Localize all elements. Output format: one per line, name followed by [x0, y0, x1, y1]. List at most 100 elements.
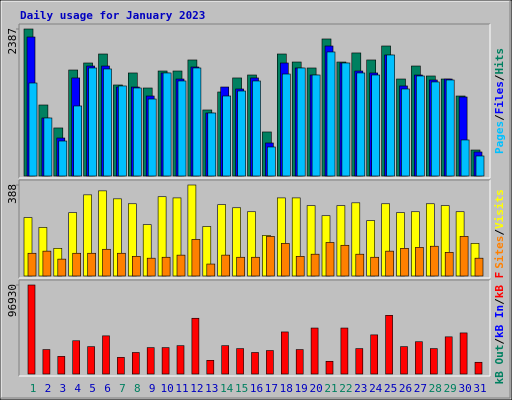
bar — [295, 255, 305, 277]
legend-entry: kB Out — [493, 345, 506, 385]
bar — [72, 340, 80, 375]
bar — [266, 350, 274, 375]
bar — [266, 236, 275, 277]
bar — [371, 74, 381, 177]
legend-separator: / — [493, 298, 506, 305]
x-tick-label: 20 — [309, 382, 322, 395]
bar — [191, 239, 201, 277]
bar — [459, 332, 468, 375]
legend-separator: / — [493, 338, 506, 345]
bar — [27, 252, 37, 277]
bar — [222, 95, 231, 177]
bar — [429, 245, 439, 277]
bar — [459, 236, 469, 277]
bar — [117, 357, 125, 375]
bar — [57, 356, 66, 375]
x-tick-label: 17 — [265, 382, 278, 395]
x-tick-label: 23 — [354, 382, 367, 395]
bar — [237, 90, 246, 177]
bar — [325, 242, 335, 277]
bar — [430, 81, 440, 177]
bar — [267, 146, 276, 177]
bar — [133, 87, 142, 177]
bar — [400, 248, 409, 277]
bar — [325, 360, 334, 375]
bar — [146, 257, 156, 277]
bar — [42, 349, 51, 375]
legend-separator: / — [493, 74, 506, 81]
bar — [177, 80, 187, 177]
x-tick-label: 25 — [384, 382, 397, 395]
bar — [400, 346, 408, 375]
bar — [132, 255, 141, 277]
x-tick-label: 4 — [74, 382, 81, 395]
bar — [161, 347, 170, 375]
legend-entry: kB In — [493, 305, 506, 338]
bar — [311, 74, 321, 177]
bar — [370, 334, 379, 375]
bar — [43, 117, 53, 177]
y-tick-label: 2387 — [6, 28, 19, 55]
x-tick-label: 7 — [119, 382, 126, 395]
bar — [236, 256, 245, 277]
bar — [326, 51, 336, 177]
legend-entry: Hits — [493, 48, 506, 75]
legend-entry: kB F — [493, 272, 506, 299]
x-tick-label: 26 — [399, 382, 412, 395]
bar — [161, 256, 171, 277]
bar — [355, 253, 365, 277]
x-tick-label: 16 — [250, 382, 263, 395]
legend-separator: / — [493, 229, 506, 236]
x-tick-label: 24 — [369, 382, 383, 395]
x-tick-label: 15 — [235, 382, 248, 395]
bar — [132, 352, 140, 375]
bar — [296, 67, 306, 177]
x-tick-label: 21 — [324, 382, 337, 395]
bar — [415, 341, 423, 375]
bar — [87, 252, 96, 277]
bar — [72, 252, 81, 277]
bar — [295, 349, 304, 375]
bar — [236, 348, 244, 375]
bar — [57, 258, 67, 277]
legend: Sites/Visits — [493, 189, 506, 269]
chart-title: Daily usage for January 2023 — [20, 9, 205, 22]
bar — [475, 155, 485, 177]
x-tick-label: 14 — [220, 382, 234, 395]
x-tick-label: 30 — [458, 382, 471, 395]
x-tick-label: 18 — [280, 382, 293, 395]
bar — [385, 315, 393, 375]
x-tick-label: 9 — [149, 382, 156, 395]
bar — [444, 336, 453, 375]
bar — [102, 335, 110, 375]
bar — [474, 257, 484, 277]
legend: kB Out/kB In/kB F — [493, 272, 506, 385]
bar — [385, 250, 394, 277]
bar — [474, 361, 483, 375]
bar — [281, 73, 291, 177]
bar — [340, 327, 349, 375]
bar — [444, 252, 454, 277]
bar — [251, 352, 259, 375]
x-tick-label: 8 — [134, 382, 141, 395]
bar — [416, 75, 425, 177]
x-tick-label: 3 — [59, 382, 66, 395]
bar — [207, 112, 217, 177]
bar — [118, 85, 127, 177]
x-tick-label: 5 — [89, 382, 96, 395]
x-tick-label: 12 — [190, 382, 203, 395]
bar — [460, 139, 470, 177]
bar — [341, 62, 351, 177]
bar — [370, 256, 380, 277]
bar — [73, 105, 82, 177]
x-tick-label: 22 — [339, 382, 352, 395]
bar — [27, 284, 36, 375]
bar — [386, 54, 395, 177]
bar — [192, 67, 202, 177]
bar — [251, 256, 260, 277]
bar — [206, 360, 215, 375]
bar — [356, 72, 366, 177]
bar — [280, 243, 290, 277]
y-tick-label: 96930 — [6, 284, 19, 317]
y-tick-label: 388 — [6, 184, 19, 204]
